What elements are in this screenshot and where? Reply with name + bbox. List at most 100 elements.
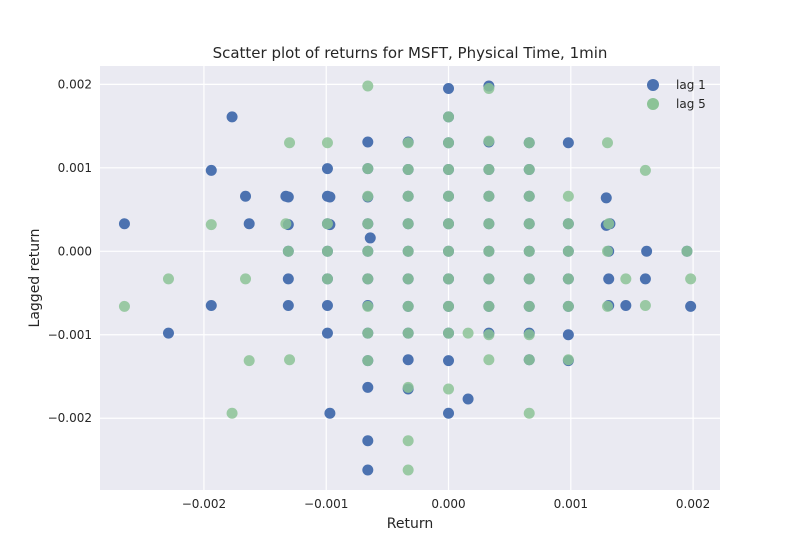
lag-5-point bbox=[362, 273, 374, 285]
lag-5-point bbox=[562, 273, 574, 285]
lag-1-point bbox=[362, 435, 374, 447]
lag-1-point bbox=[205, 164, 217, 176]
lag-5-point bbox=[523, 354, 535, 366]
lag-5-point bbox=[562, 218, 574, 230]
lag-5-point bbox=[483, 135, 495, 147]
y-axis-label: Lagged return bbox=[27, 229, 43, 328]
lag-5-point bbox=[483, 354, 495, 366]
legend: lag 1 lag 5 bbox=[647, 78, 706, 111]
legend-marker-lag-1 bbox=[647, 79, 659, 91]
lag-1-point bbox=[402, 354, 414, 366]
y-tick-labels: −0.002 −0.001 0.000 0.001 0.002 bbox=[48, 77, 92, 425]
lag-5-point bbox=[118, 300, 130, 312]
lag-5-point bbox=[226, 407, 238, 419]
lag-5-point bbox=[362, 327, 374, 339]
lag-5-point bbox=[562, 300, 574, 312]
lag-5-point bbox=[402, 300, 414, 312]
lag-5-point bbox=[601, 137, 613, 149]
x-tick-label: 0.000 bbox=[431, 497, 465, 511]
lag-5-point bbox=[523, 137, 535, 149]
y-tick-label: 0.000 bbox=[58, 244, 92, 258]
x-tick-label: 0.002 bbox=[676, 497, 710, 511]
lag-5-point bbox=[443, 218, 455, 230]
lag-1-point bbox=[162, 327, 174, 339]
x-tick-label: −0.001 bbox=[304, 497, 348, 511]
lag-5-point bbox=[523, 329, 535, 341]
lag-1-point bbox=[205, 300, 217, 312]
lag-5-point bbox=[402, 381, 414, 393]
y-tick-label: −0.001 bbox=[48, 328, 92, 342]
lag-5-point bbox=[443, 111, 455, 123]
lag-1-point bbox=[443, 83, 455, 95]
lag-5-point bbox=[462, 327, 474, 339]
x-tick-label: 0.001 bbox=[554, 497, 588, 511]
lag-5-point bbox=[362, 300, 374, 312]
lag-1-point bbox=[226, 111, 238, 123]
lag-5-point bbox=[443, 245, 455, 257]
lag-5-point bbox=[483, 245, 495, 257]
series-lag-5 bbox=[118, 80, 697, 476]
lag-5-point bbox=[483, 273, 495, 285]
lag-5-point bbox=[362, 245, 374, 257]
lag-5-point bbox=[523, 300, 535, 312]
x-tick-label: −0.002 bbox=[182, 497, 226, 511]
lag-5-point bbox=[443, 137, 455, 149]
lag-5-point bbox=[562, 354, 574, 366]
lag-1-point bbox=[240, 190, 252, 202]
lag-1-point bbox=[562, 137, 574, 149]
lag-1-point bbox=[282, 300, 294, 312]
lag-5-point bbox=[402, 163, 414, 175]
lag-1-point bbox=[364, 232, 376, 244]
lag-1-point bbox=[282, 273, 294, 285]
lag-5-point bbox=[443, 273, 455, 285]
lag-5-point bbox=[443, 327, 455, 339]
lag-5-point bbox=[402, 190, 414, 202]
y-tick-label: 0.001 bbox=[58, 161, 92, 175]
lag-5-point bbox=[402, 218, 414, 230]
lag-5-point bbox=[562, 190, 574, 202]
lag-5-point bbox=[443, 300, 455, 312]
lag-5-point bbox=[284, 354, 296, 366]
lag-5-point bbox=[523, 245, 535, 257]
lag-5-point bbox=[321, 218, 333, 230]
lag-5-point bbox=[321, 273, 333, 285]
lag-5-point bbox=[280, 218, 292, 230]
lag-5-point bbox=[443, 163, 455, 175]
lag-5-point bbox=[639, 300, 651, 312]
lag-1-point bbox=[443, 407, 455, 419]
lag-5-point bbox=[402, 245, 414, 257]
lag-5-point bbox=[205, 219, 217, 231]
lag-1-point bbox=[600, 192, 612, 204]
legend-marker-lag-5 bbox=[647, 98, 659, 110]
lag-1-point bbox=[462, 393, 474, 405]
lag-5-point bbox=[443, 190, 455, 202]
lag-1-point bbox=[321, 300, 333, 312]
lag-5-point bbox=[284, 137, 296, 149]
y-tick-label: −0.002 bbox=[48, 411, 92, 425]
lag-5-point bbox=[523, 273, 535, 285]
lag-5-point bbox=[523, 218, 535, 230]
chart-title: Scatter plot of returns for MSFT, Physic… bbox=[213, 44, 608, 62]
lag-1-point bbox=[243, 218, 255, 230]
lag-1-point bbox=[321, 163, 333, 175]
lag-1-point bbox=[324, 407, 336, 419]
lag-5-point bbox=[483, 190, 495, 202]
lag-5-point bbox=[362, 190, 374, 202]
lag-1-point bbox=[362, 136, 374, 148]
lag-1-point bbox=[562, 329, 574, 341]
lag-5-point bbox=[620, 273, 632, 285]
lag-5-point bbox=[402, 327, 414, 339]
lag-1-point bbox=[603, 273, 615, 285]
lag-1-point bbox=[443, 355, 455, 367]
x-tick-labels: −0.002 −0.001 0.000 0.001 0.002 bbox=[182, 497, 711, 511]
lag-1-point bbox=[118, 218, 130, 230]
lag-5-point bbox=[282, 245, 294, 257]
x-axis-label: Return bbox=[387, 516, 433, 532]
lag-5-point bbox=[362, 218, 374, 230]
lag-5-point bbox=[483, 83, 495, 95]
y-tick-label: 0.002 bbox=[58, 77, 92, 91]
lag-1-point bbox=[362, 381, 374, 393]
lag-5-point bbox=[362, 355, 374, 367]
lag-5-point bbox=[362, 163, 374, 175]
legend-label-lag-5: lag 5 bbox=[676, 97, 706, 111]
